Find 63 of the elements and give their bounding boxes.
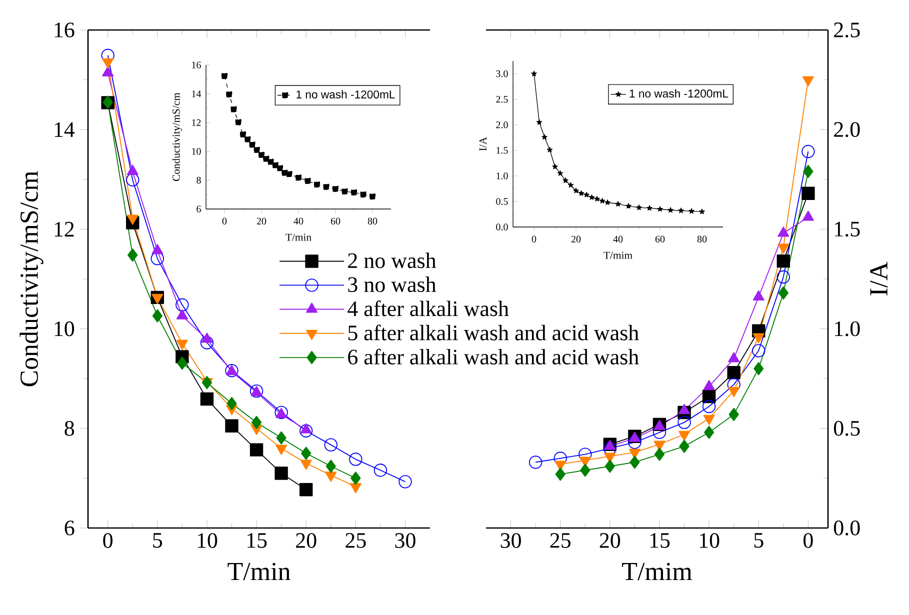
x-tick-label: 20 [600,533,620,548]
x-tick-label: 0 [103,533,112,548]
legend-label: 5 after alkali wash and acid wash [348,324,639,340]
y2-tick-label: 1.5 [835,222,860,237]
legend-label: 2 no wash [348,252,436,268]
x-tick-label: 15 [247,533,267,548]
y-tick-label: 1.0 [496,172,508,180]
y2-tick-label: 1.0 [835,321,860,336]
x-tick-label: 15 [650,533,670,548]
x-tick-label: 5 [153,533,162,548]
y-axis-title: Conductivity/mS/cm [172,92,182,182]
x-tick-label: 25 [346,533,366,548]
legend-label: 1 no wash -1200mL [296,90,395,98]
y-tick-label: 2.0 [496,121,508,128]
y-axis-title: Conductivity/mS/cm [20,171,44,386]
x-tick-label: 40 [613,236,623,243]
y-tick-label: 6 [64,520,74,536]
y-tick-label: 10 [192,148,201,155]
legend-label: 1 no wash -1200mL [630,89,728,98]
x-tick-label: 5 [754,533,764,548]
x-tick-label: 20 [256,218,266,225]
x-tick-label: 80 [697,236,707,243]
y2-tick-label: 2.5 [834,22,860,38]
y-tick-label: 14 [54,122,75,137]
y2-tick-label: 0.0 [834,520,860,536]
y-axis-title: I/A [479,136,487,151]
y2-tick-label: 0.5 [834,420,860,436]
y-tick-label: 10 [54,321,74,336]
x-tick-label: 10 [700,533,720,548]
y-tick-label: 16 [54,22,74,38]
y-tick-label: 1.5 [496,147,508,154]
y-tick-label: 0.0 [496,224,508,230]
y-tick-label: 6 [196,206,201,212]
x-tick-label: 80 [368,218,378,225]
legend-label: 6 after alkali wash and acid wash [348,348,639,364]
x-tick-label: 60 [655,236,665,243]
y-tick-label: 12 [54,222,74,236]
y-tick-label: 3.0 [496,70,508,78]
x-tick-label: 30 [395,533,416,548]
x-axis-title: T/mim [622,562,692,580]
x-axis-title: T/mim [604,252,632,259]
x-tick-label: 0 [804,533,813,548]
x-tick-label: 0 [532,236,536,243]
y-tick-label: 8 [196,176,201,184]
x-tick-label: 0 [222,218,227,225]
y-tick-label: 16 [192,62,201,68]
y-tick-label: 2.5 [496,96,508,103]
legend-label: 3 no wash [348,276,436,292]
y-tick-label: 14 [192,90,202,98]
x-tick-label: 20 [296,533,316,548]
x-tick-label: 60 [330,218,340,225]
legend-label: 4 after alkali wash [348,300,509,316]
y2-tick-label: 2.0 [834,122,860,138]
y-tick-label: 0.5 [496,198,508,205]
x-tick-label: 20 [571,236,581,243]
x-tick-label: 30 [500,533,521,548]
x-tick-label: 25 [550,533,570,548]
y-tick-label: 8 [64,420,74,436]
x-tick-label: 40 [294,218,304,225]
y2-axis-title: I/A [870,262,888,296]
x-axis-title: T/min [228,562,290,580]
x-axis-title: T/min [286,234,312,241]
y-tick-label: 12 [192,119,201,126]
